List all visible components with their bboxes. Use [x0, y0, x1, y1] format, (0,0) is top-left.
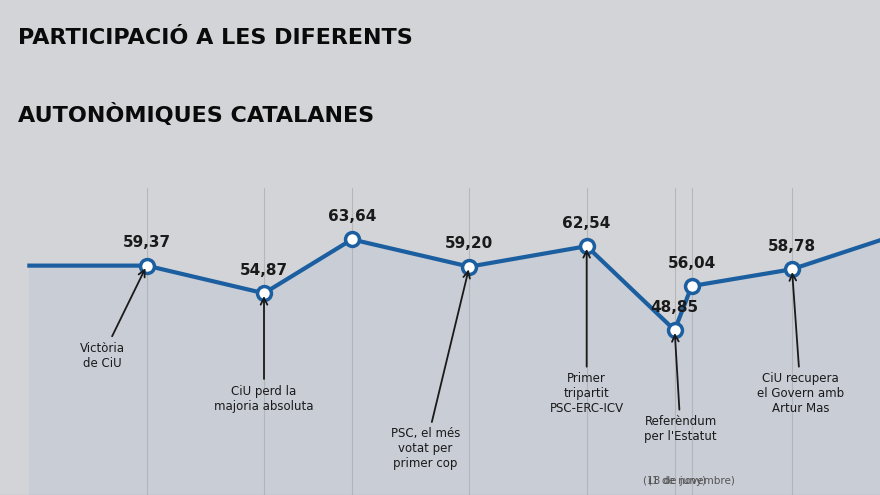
Text: 59,20: 59,20	[445, 236, 494, 251]
Text: CiU recupera
el Govern amb
Artur Mas: CiU recupera el Govern amb Artur Mas	[757, 274, 845, 415]
Text: 48,85: 48,85	[650, 300, 699, 315]
Text: PSC, el més
votat per
primer cop: PSC, el més votat per primer cop	[391, 271, 470, 470]
Text: (1 de novembre): (1 de novembre)	[649, 476, 735, 486]
Text: 56,04: 56,04	[668, 256, 715, 271]
Text: 63,64: 63,64	[328, 209, 376, 224]
Text: 62,54: 62,54	[562, 216, 611, 231]
Text: (18 de juny): (18 de juny)	[643, 476, 707, 486]
Text: AUTONÒMIQUES CATALANES: AUTONÒMIQUES CATALANES	[18, 103, 374, 126]
Text: 59,37: 59,37	[122, 235, 171, 250]
Text: 58,78: 58,78	[768, 239, 816, 254]
Text: PARTICIPACIÓ A LES DIFERENTS: PARTICIPACIÓ A LES DIFERENTS	[18, 28, 413, 48]
Text: CiU perd la
majoria absoluta: CiU perd la majoria absoluta	[214, 298, 314, 412]
Text: Victòria
de CiU: Victòria de CiU	[80, 270, 144, 370]
Text: Primer
tripartit
PSC-ERC-ICV: Primer tripartit PSC-ERC-ICV	[550, 251, 624, 415]
Text: 54,87: 54,87	[240, 263, 288, 278]
Text: Referèndum
per l'Estatut: Referèndum per l'Estatut	[644, 335, 717, 443]
